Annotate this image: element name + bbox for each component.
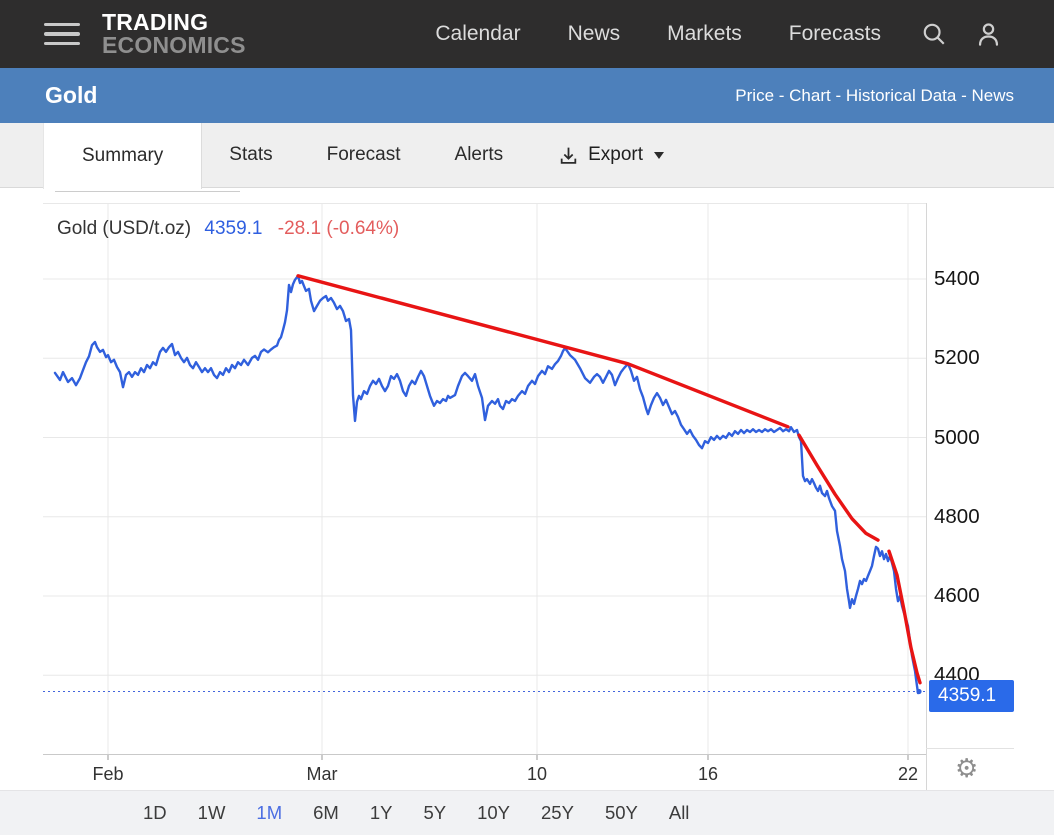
logo-line2: ECONOMICS bbox=[102, 32, 246, 58]
y-tick-label: 5400 bbox=[934, 267, 980, 290]
x-tick-label: 22 bbox=[897, 764, 919, 784]
top-icons bbox=[921, 21, 1002, 48]
tab-summary[interactable]: Summary bbox=[43, 123, 203, 189]
link-news[interactable]: News bbox=[971, 85, 1014, 105]
current-price-flag: 4359.1 bbox=[929, 680, 1014, 712]
range-6m[interactable]: 6M bbox=[313, 802, 339, 823]
x-tick-label: Feb bbox=[92, 764, 124, 784]
range-all[interactable]: All bbox=[668, 802, 690, 823]
range-1d[interactable]: 1D bbox=[143, 802, 167, 823]
chart-price-change: -28.1 (-0.64%) bbox=[277, 218, 400, 239]
chart-title: Gold (USD/t.oz) 4359.1 -28.1 (-0.64%) bbox=[57, 218, 399, 240]
range-50y[interactable]: 50Y bbox=[604, 802, 638, 823]
y-tick-label: 4800 bbox=[934, 504, 980, 528]
nav-calendar[interactable]: Calendar bbox=[435, 22, 521, 45]
settings-divider bbox=[926, 748, 1014, 749]
range-5y[interactable]: 5Y bbox=[423, 802, 447, 823]
chart-card: Gold (USD/t.oz) 4359.1 -28.1 (-0.64%) 54… bbox=[0, 188, 1054, 790]
y-tick-label: 5200 bbox=[934, 346, 980, 370]
gear-icon[interactable]: ⚙ bbox=[955, 754, 979, 784]
chevron-down-icon bbox=[654, 151, 665, 159]
link-separator: - bbox=[774, 85, 790, 105]
top-navigation-bar: TRADING ECONOMICS Calendar News Markets … bbox=[0, 0, 1054, 68]
link-separator: - bbox=[956, 85, 972, 105]
range-1y[interactable]: 1Y bbox=[369, 802, 393, 823]
search-icon[interactable] bbox=[921, 21, 947, 47]
x-tick-label: 10 bbox=[526, 764, 548, 784]
header-links: Price - Chart - Historical Data - News bbox=[735, 86, 1014, 106]
nav-news[interactable]: News bbox=[567, 22, 621, 45]
tab-alerts[interactable]: Alerts bbox=[454, 144, 504, 165]
export-button[interactable]: Export bbox=[530, 123, 670, 187]
link-separator: - bbox=[830, 85, 846, 105]
page-title: Gold bbox=[45, 82, 98, 108]
x-tick-label: 16 bbox=[697, 764, 719, 784]
link-chart[interactable]: Chart bbox=[789, 85, 831, 105]
trading-economics-logo[interactable]: TRADING ECONOMICS bbox=[102, 11, 246, 56]
range-1w[interactable]: 1W bbox=[197, 802, 226, 823]
price-chart-plot[interactable] bbox=[43, 203, 926, 761]
nav-forecasts[interactable]: Forecasts bbox=[788, 22, 881, 45]
tab-bar: Summary Stats Forecast Alerts Export bbox=[0, 123, 1054, 189]
top-nav-links: Calendar News Markets Forecasts bbox=[435, 22, 881, 46]
y-tick-label: 5000 bbox=[934, 425, 980, 449]
active-tab-underline bbox=[55, 191, 240, 192]
link-historical-data[interactable]: Historical Data bbox=[845, 85, 957, 105]
chart-title-label: Gold (USD/t.oz) bbox=[57, 218, 192, 239]
x-tick-label: Mar bbox=[306, 764, 338, 784]
instrument-header-bar: Gold Price - Chart - Historical Data - N… bbox=[0, 68, 1054, 123]
hamburger-menu-icon[interactable] bbox=[44, 17, 80, 52]
range-10y[interactable]: 10Y bbox=[477, 802, 511, 823]
user-account-icon[interactable] bbox=[975, 21, 1002, 48]
export-label: Export bbox=[588, 144, 644, 165]
plot-right-border bbox=[926, 203, 927, 790]
nav-markets[interactable]: Markets bbox=[667, 22, 742, 45]
tab-stats[interactable]: Stats bbox=[229, 144, 273, 165]
tab-forecast[interactable]: Forecast bbox=[326, 144, 401, 165]
link-price[interactable]: Price bbox=[735, 85, 775, 105]
range-1m[interactable]: 1M bbox=[256, 802, 283, 823]
logo-line1: TRADING bbox=[102, 9, 209, 36]
range-selector-bar: 1D 1W 1M 6M 1Y 5Y 10Y 25Y 50Y All bbox=[0, 790, 1054, 835]
x-axis-labels: Feb Mar 10 16 22 bbox=[43, 755, 926, 789]
chart-current-price: 4359.1 bbox=[204, 218, 263, 239]
range-25y[interactable]: 25Y bbox=[541, 802, 574, 823]
y-tick-label: 4600 bbox=[934, 584, 980, 607]
download-icon bbox=[560, 147, 577, 164]
y-axis-labels: 5400 5200 5000 4800 4600 4400 bbox=[934, 203, 1012, 755]
